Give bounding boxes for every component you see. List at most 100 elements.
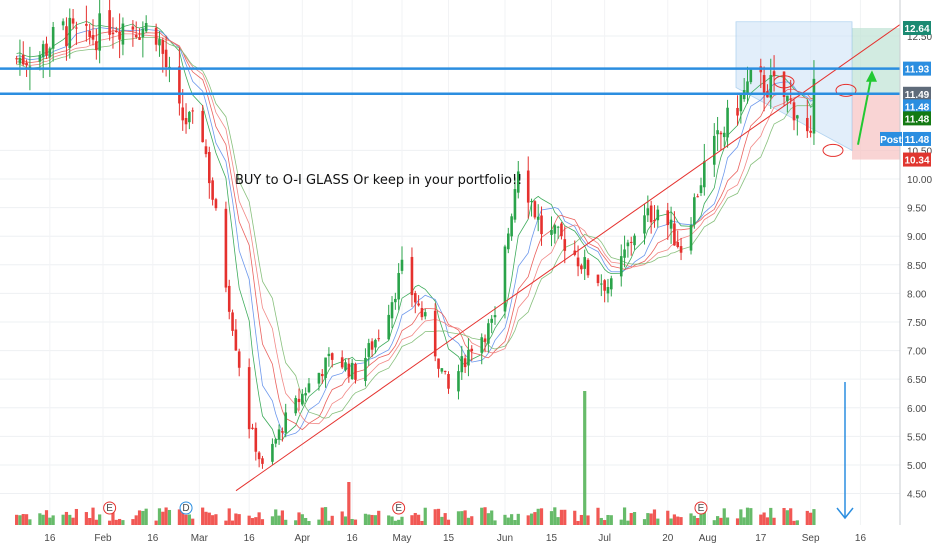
candle-body: [606, 287, 610, 294]
candle-body: [762, 75, 766, 94]
candle-body: [437, 358, 440, 369]
volume-bar: [157, 508, 162, 525]
volume-bar: [161, 511, 165, 525]
candle-body: [812, 78, 816, 134]
candle-body: [394, 298, 397, 303]
volume-bar: [440, 516, 444, 525]
volume-bar: [274, 509, 278, 525]
volume-bar: [599, 517, 603, 525]
volume-bar: [41, 514, 45, 525]
candle-body: [91, 35, 95, 40]
volume-bar: [785, 510, 789, 525]
volume-bar: [207, 512, 211, 525]
candle-body: [703, 161, 706, 188]
candle-body: [669, 219, 673, 229]
volume-bar: [91, 507, 95, 525]
candle-body: [178, 66, 181, 104]
candle-body: [204, 146, 208, 155]
candle-body: [629, 241, 633, 243]
candle-body: [131, 26, 135, 30]
volume-bar: [111, 508, 115, 525]
volume-bar: [330, 515, 334, 525]
price-tag-label: 11.48: [905, 135, 930, 146]
candle-body: [121, 23, 125, 45]
x-tick-label: Jul: [598, 533, 611, 544]
x-tick-label: 20: [662, 533, 674, 544]
volume-bar: [652, 509, 657, 525]
candle-body: [483, 338, 487, 342]
volume-bar: [646, 513, 650, 525]
volume-bar: [576, 520, 580, 525]
volume-bar: [88, 517, 92, 525]
candle-body: [304, 393, 307, 396]
volume-bar: [759, 514, 763, 525]
price-tag: [903, 86, 931, 101]
candle-body: [556, 226, 560, 228]
ma-line: [16, 30, 814, 431]
volume-bar: [343, 516, 348, 525]
candle-body: [344, 362, 347, 371]
volume-bar: [417, 514, 421, 525]
volume-bar: [699, 514, 703, 525]
candle-body: [739, 94, 743, 112]
candle-body: [41, 44, 45, 58]
price-tag-label: Post: [880, 135, 902, 146]
price-tag: [903, 152, 931, 167]
candle-body: [480, 337, 484, 353]
volume-bar: [689, 513, 693, 525]
candle-body: [45, 43, 48, 56]
candle-body: [600, 283, 603, 285]
x-tick-label: Mar: [191, 533, 209, 544]
volume-bar: [270, 516, 275, 525]
candle-body: [21, 54, 25, 65]
candle-body: [188, 111, 191, 123]
volume-bar: [423, 507, 427, 525]
volume-bar: [789, 508, 793, 525]
candle-body: [510, 216, 513, 237]
volume-bar: [280, 510, 284, 525]
price-tag-label: 11.48: [905, 114, 930, 125]
volume-bar: [350, 518, 354, 525]
x-tick-label: Feb: [94, 533, 112, 544]
y-tick-label: 9.50: [907, 204, 927, 215]
volume-bar: [456, 511, 461, 525]
volume-bar: [121, 520, 125, 525]
price-tag-label: 12.64: [904, 24, 929, 35]
volume-bar: [154, 520, 158, 525]
volume-bar: [84, 512, 88, 525]
y-tick-label: 6.50: [907, 375, 927, 386]
candle-body: [772, 71, 776, 77]
volume-bar: [666, 510, 670, 525]
volume-bar: [586, 515, 590, 525]
volume-bar: [323, 507, 328, 525]
volume-bar: [184, 514, 188, 525]
volume-bar: [470, 516, 474, 525]
candle-body: [98, 13, 101, 51]
highlight-ellipse: [773, 75, 795, 89]
x-tick-label: 16: [44, 533, 56, 544]
volume-bar: [480, 507, 484, 525]
ma-line: [16, 33, 815, 425]
candle-body: [284, 412, 288, 433]
candle-body: [410, 256, 414, 296]
candle-body: [181, 107, 185, 121]
candle-body: [460, 356, 464, 373]
candle-body: [550, 229, 553, 235]
candle-body: [297, 398, 301, 403]
candle-body: [417, 303, 420, 306]
volume-bar: [513, 520, 517, 525]
candle-body: [354, 363, 357, 380]
candle-body: [154, 27, 158, 45]
candle-body: [208, 152, 211, 184]
candle-body: [114, 30, 118, 32]
candle-body: [201, 110, 204, 143]
x-tick-label: Jun: [497, 533, 513, 544]
candle-body: [364, 357, 367, 381]
volume-bar: [137, 510, 142, 525]
candle-body: [736, 107, 739, 116]
candle-body: [307, 383, 311, 393]
x-tick-label: Apr: [295, 533, 311, 544]
volume-bar: [765, 517, 770, 525]
candle-body: [526, 170, 530, 203]
volume-bar: [596, 507, 600, 525]
